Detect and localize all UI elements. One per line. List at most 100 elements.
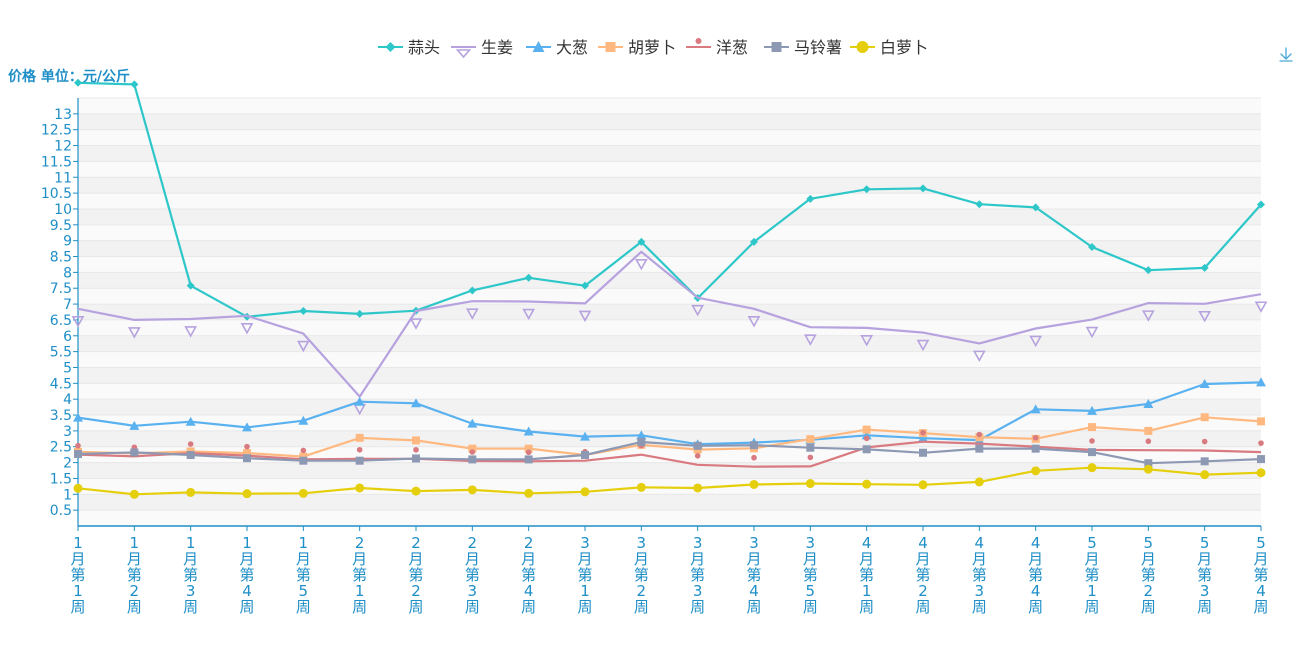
data-point	[1088, 423, 1096, 432]
data-point	[465, 308, 479, 320]
y-tick-label: 6.5	[50, 313, 72, 329]
data-point	[75, 442, 81, 449]
data-point	[1258, 440, 1264, 446]
series-line	[77, 466, 1262, 496]
data-point	[1143, 464, 1153, 474]
data-point	[467, 418, 478, 428]
data-point	[412, 436, 420, 445]
legend-label: 洋葱	[716, 38, 748, 57]
legend: 蒜头 生姜 大葱 胡萝卜 洋葱 马铃薯 白萝卜	[378, 38, 928, 59]
grid-band	[78, 304, 1261, 320]
data-point	[637, 437, 646, 446]
series-5	[74, 437, 1265, 468]
data-point	[916, 339, 930, 352]
y-tick-label: 4	[63, 392, 72, 408]
series-line	[77, 81, 1262, 318]
data-point	[242, 422, 252, 432]
legend-item[interactable]: 大葱	[526, 38, 588, 57]
data-point	[127, 327, 141, 339]
legend-item[interactable]: 白萝卜	[850, 38, 928, 57]
data-point	[242, 489, 252, 499]
y-tick-label: 7.5	[50, 281, 72, 297]
data-point	[1087, 405, 1097, 415]
data-point	[918, 480, 928, 490]
data-point	[186, 487, 196, 497]
grid-band	[78, 494, 1261, 511]
grid-band	[78, 383, 1261, 400]
legend-item[interactable]: 胡萝卜	[598, 38, 676, 57]
legend-label: 胡萝卜	[628, 38, 676, 57]
grid-band	[78, 98, 1261, 114]
data-point	[71, 316, 85, 328]
legend-label: 生姜	[481, 38, 513, 57]
data-point	[806, 194, 815, 203]
x-tick-label: 5 月第 2 周	[1141, 534, 1156, 616]
x-tick-label: 3 月第 3 周	[690, 534, 705, 616]
data-point	[244, 443, 250, 450]
data-point	[1145, 438, 1152, 445]
data-point	[74, 78, 82, 87]
legend-item[interactable]: 生姜	[451, 38, 513, 59]
data-point	[806, 435, 815, 444]
legend-item[interactable]: 洋葱	[686, 38, 748, 57]
legend-symbol	[605, 42, 616, 52]
data-point	[975, 200, 984, 209]
data-point	[299, 456, 308, 465]
data-point	[803, 334, 817, 346]
x-tick-label: 5 月第 4 周	[1253, 534, 1268, 616]
data-point	[1256, 468, 1266, 478]
data-point	[1200, 413, 1209, 422]
data-point	[1144, 426, 1153, 435]
data-point	[1031, 444, 1040, 453]
grid-band	[78, 351, 1261, 368]
y-tick-label: 2	[63, 456, 72, 472]
data-point	[525, 449, 532, 456]
series-line	[77, 416, 1262, 458]
data-point	[355, 309, 364, 318]
data-point	[1257, 417, 1265, 426]
grid-band	[78, 510, 1261, 526]
download-icon[interactable]	[1276, 45, 1296, 65]
grid-band	[78, 478, 1261, 495]
x-tick-label: 2 月第 1 周	[352, 534, 367, 616]
data-point	[129, 489, 139, 499]
legend-item[interactable]: 蒜头	[378, 38, 440, 57]
data-point	[862, 425, 871, 434]
data-point	[975, 444, 984, 453]
data-point	[1198, 310, 1212, 323]
y-tick-label: 10.5	[41, 186, 72, 202]
y-tick-label: 11.5	[41, 154, 72, 170]
data-point	[863, 435, 870, 442]
grid-band	[78, 462, 1261, 479]
data-point	[468, 455, 477, 464]
data-point	[1201, 438, 1208, 445]
grid-band	[78, 177, 1261, 194]
series-1	[71, 250, 1268, 416]
series-area	[71, 78, 1268, 499]
y-tick-label: 4.5	[50, 376, 72, 392]
data-point	[1200, 263, 1209, 272]
series-line	[77, 440, 1262, 468]
data-point	[972, 350, 986, 363]
data-point	[356, 446, 363, 453]
data-point	[524, 488, 534, 498]
grid-band	[78, 129, 1261, 146]
x-tick-label: 1 月第 2 周	[127, 534, 142, 616]
data-point	[1256, 377, 1266, 387]
data-point	[298, 488, 308, 498]
data-point	[299, 452, 308, 461]
data-point	[920, 429, 926, 436]
data-point	[411, 486, 421, 496]
y-tick-label: 1	[63, 487, 72, 503]
data-point	[184, 326, 198, 338]
y-tick-label: 2.5	[50, 440, 72, 456]
data-point	[693, 441, 702, 450]
data-point	[1030, 404, 1041, 414]
legend-label: 马铃薯	[794, 38, 842, 57]
data-point	[747, 316, 761, 328]
data-point	[1085, 326, 1099, 339]
legend-item[interactable]: 马铃薯	[764, 38, 842, 57]
x-tick-label: 3 月第 5 周	[803, 534, 818, 616]
data-point	[1031, 203, 1040, 212]
data-point	[1200, 470, 1210, 480]
